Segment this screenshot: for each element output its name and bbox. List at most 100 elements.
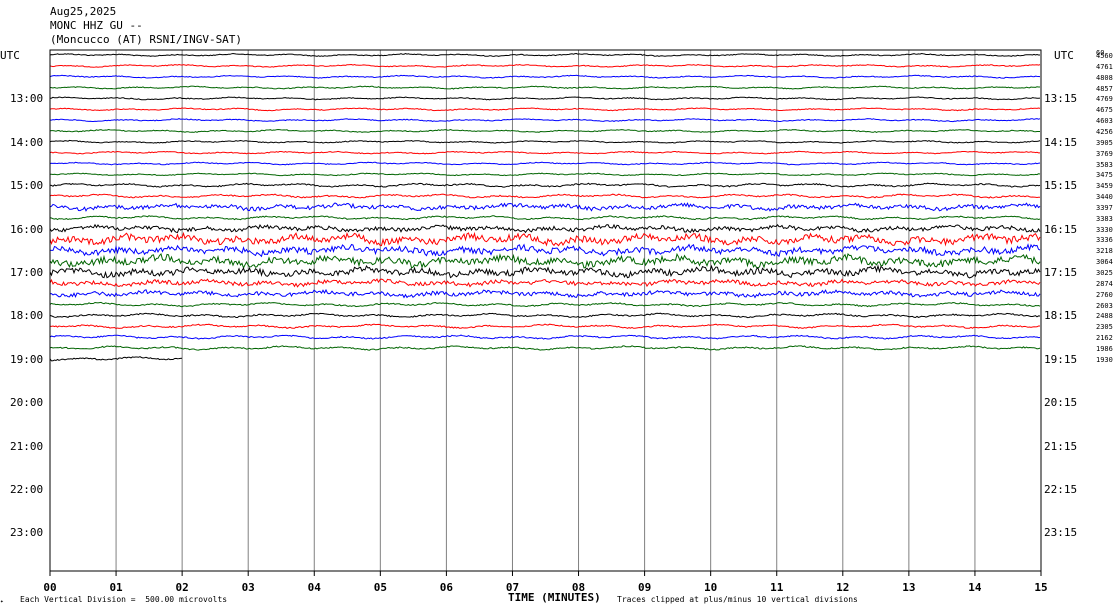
left-hour-label: 15:00 bbox=[10, 179, 44, 193]
x-tick-label-14: 14 bbox=[968, 581, 982, 594]
rms-value: 3905 bbox=[1096, 138, 1113, 147]
left-hour-label: 17:00 bbox=[10, 266, 44, 279]
trace-12 bbox=[49, 172, 1041, 177]
right-hour-label: 13:15 bbox=[1044, 92, 1078, 106]
rms-value: 4769 bbox=[1096, 95, 1113, 104]
trace-6 bbox=[49, 107, 1041, 112]
left-hour-label: 16:00 bbox=[10, 222, 44, 236]
right-hour-label: 20:15 bbox=[1044, 396, 1078, 410]
left-hour-label: 14:00 bbox=[10, 135, 44, 149]
x-tick-label-10: 10 bbox=[704, 581, 717, 594]
header-date: Aug25,2025 bbox=[50, 5, 117, 18]
trace-5 bbox=[49, 96, 1041, 101]
rms-value: 2603 bbox=[1096, 301, 1113, 310]
x-tick-labels: 00 01 02 03 04 05 06 07 08 09 10 11 12 13 14 15 bbox=[43, 571, 1048, 594]
x-tick-label-02: 02 bbox=[176, 581, 189, 594]
rms-value: 2162 bbox=[1096, 334, 1113, 343]
trace-3 bbox=[49, 74, 1041, 79]
trace-8 bbox=[49, 128, 1040, 133]
trace-17 bbox=[49, 223, 1041, 234]
trace-22 bbox=[49, 278, 1041, 288]
rms-value: 2305 bbox=[1096, 323, 1113, 332]
header-station: MONC HHZ GU -- bbox=[50, 19, 143, 32]
rms-value: 4675 bbox=[1096, 106, 1113, 115]
rms-value: 4857 bbox=[1096, 84, 1113, 93]
right-hour-label: 17:15 bbox=[1044, 266, 1078, 279]
left-hour-label: 23:00 bbox=[10, 526, 44, 540]
rms-value: 3330 bbox=[1096, 225, 1113, 234]
rms-value: 4560 bbox=[1096, 52, 1113, 60]
trace-11 bbox=[49, 161, 1041, 166]
x-axis-title: TIME (MINUTES) bbox=[508, 591, 601, 604]
rms-value: 1930 bbox=[1096, 355, 1113, 364]
rms-value: 3475 bbox=[1096, 171, 1113, 180]
rms-value: 3769 bbox=[1096, 149, 1113, 158]
trace-7 bbox=[50, 118, 1041, 123]
right-hour-label: 15:15 bbox=[1044, 179, 1078, 193]
trace-16 bbox=[49, 215, 1041, 221]
minute-gridlines bbox=[115, 50, 976, 571]
x-tick-label-15: 15 bbox=[1034, 581, 1047, 594]
x-tick-label-13: 13 bbox=[902, 581, 915, 594]
trace-10 bbox=[49, 150, 1040, 155]
header-location: (Moncucco (AT) RSNI/INGV-SAT) bbox=[50, 33, 243, 46]
x-tick-label-06: 06 bbox=[440, 581, 454, 594]
rms-value: 3064 bbox=[1096, 258, 1113, 267]
x-tick-label-01: 01 bbox=[109, 581, 123, 594]
plot-frame bbox=[49, 49, 1042, 572]
left-hour-label: 18:00 bbox=[10, 309, 44, 323]
trace-13 bbox=[49, 182, 1041, 188]
x-tick-label-00: 00 bbox=[43, 581, 56, 594]
rms-value: 3459 bbox=[1096, 182, 1113, 191]
trace-14 bbox=[49, 193, 1041, 199]
trace-24 bbox=[49, 301, 1041, 308]
trace-4 bbox=[49, 85, 1040, 90]
left-utc-label: UTC bbox=[0, 49, 20, 62]
trace-25 bbox=[49, 312, 1041, 319]
x-tick-label-11: 11 bbox=[770, 581, 784, 594]
trace-9 bbox=[49, 139, 1041, 144]
rms-overlay-value: 60 bbox=[1096, 49, 1105, 57]
x-tick-label-09: 09 bbox=[638, 581, 651, 594]
trace-27 bbox=[49, 334, 1041, 340]
right-hour-label: 22:15 bbox=[1044, 483, 1078, 496]
left-hour-label: 20:00 bbox=[10, 396, 44, 410]
trace-group bbox=[49, 52, 1041, 362]
rms-value: 4256 bbox=[1096, 127, 1113, 136]
trace-15 bbox=[49, 202, 1041, 212]
x-tick-label-04: 04 bbox=[308, 581, 322, 594]
rms-value: 3397 bbox=[1096, 203, 1113, 212]
x-tick-label-12: 12 bbox=[836, 581, 849, 594]
clipping-note: Traces clipped at plus/minus 10 vertical… bbox=[617, 595, 858, 604]
rms-value: 3440 bbox=[1096, 193, 1113, 202]
rms-value: 3218 bbox=[1096, 247, 1113, 256]
trace-18 bbox=[49, 231, 1041, 247]
trace-2 bbox=[49, 63, 1041, 68]
trace-20 bbox=[49, 252, 1041, 270]
trace-21 bbox=[49, 264, 1041, 279]
right-hour-label: 16:15 bbox=[1044, 222, 1078, 236]
x-tick-label-07: 07 bbox=[506, 581, 519, 594]
x-tick-label-08: 08 bbox=[572, 581, 585, 594]
rms-value: 2760 bbox=[1096, 290, 1113, 299]
right-hour-label: 14:15 bbox=[1044, 135, 1078, 149]
left-hour-label: 21:00 bbox=[10, 439, 44, 453]
x-tick-label-05: 05 bbox=[374, 581, 387, 594]
rms-value: 1986 bbox=[1096, 344, 1113, 353]
left-hour-label: 22:00 bbox=[10, 483, 44, 496]
x-tick-label-03: 03 bbox=[242, 581, 255, 594]
rms-value: 3025 bbox=[1096, 269, 1113, 277]
rms-value: 2488 bbox=[1096, 312, 1113, 321]
trace-23 bbox=[49, 288, 1041, 299]
rms-value: 3583 bbox=[1096, 160, 1113, 169]
right-hour-label: 18:15 bbox=[1044, 309, 1078, 323]
rms-value: 4603 bbox=[1096, 117, 1113, 126]
trace-1 bbox=[49, 52, 1040, 57]
left-hour-label: 19:00 bbox=[10, 352, 44, 366]
logo-mark: ✦ bbox=[0, 598, 4, 605]
left-hour-label: 13:00 bbox=[10, 92, 44, 106]
trace-28 bbox=[49, 345, 1041, 351]
rms-value: 4761 bbox=[1096, 62, 1113, 71]
trace-29 bbox=[49, 356, 183, 362]
